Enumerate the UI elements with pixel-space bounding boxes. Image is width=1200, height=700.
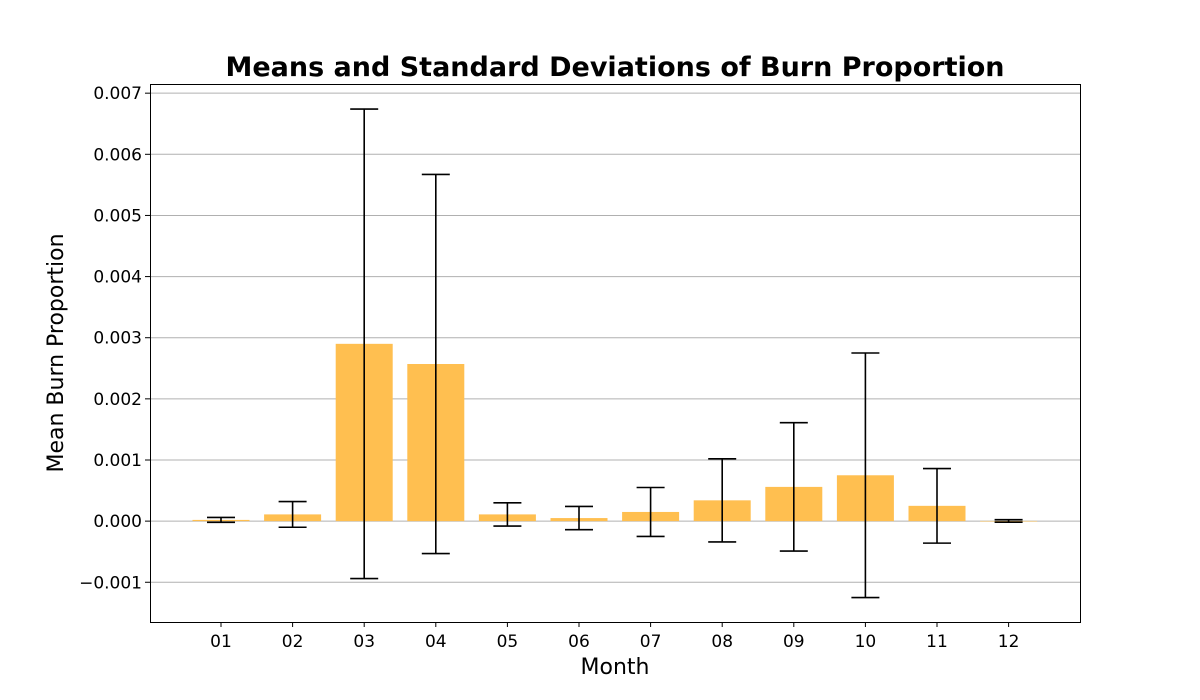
plot-frame <box>150 84 1081 623</box>
y-tick-label: −0.001 <box>79 573 142 593</box>
y-tick-label: 0.006 <box>93 145 142 165</box>
chart-title: Means and Standard Deviations of Burn Pr… <box>225 52 1004 83</box>
x-tick-label: 06 <box>568 632 590 652</box>
x-tick-label: 09 <box>783 632 805 652</box>
x-tick-label: 12 <box>998 632 1020 652</box>
x-tick-label: 05 <box>497 632 519 652</box>
y-tick-label: 0.004 <box>93 268 142 288</box>
x-tick-label: 02 <box>282 632 304 652</box>
y-tick-label: 0.002 <box>93 390 142 410</box>
y-tick-label: 0.000 <box>93 512 142 532</box>
x-tick-label: 11 <box>926 632 948 652</box>
y-tick-label: 0.007 <box>93 84 142 104</box>
x-tick-label: 04 <box>425 632 447 652</box>
bars <box>192 343 1038 522</box>
x-tick-label: 01 <box>210 632 232 652</box>
y-tick-label: 0.001 <box>93 451 142 471</box>
x-axis-label: Month <box>581 655 650 680</box>
error-bars <box>207 108 1023 599</box>
x-tick-label: 10 <box>855 632 877 652</box>
y-tick-label: 0.005 <box>93 206 142 226</box>
x-tick-label: 07 <box>640 632 662 652</box>
y-axis-ticks: −0.001 0.000 0.001 0.002 0.003 0.004 0.005 0.00… <box>79 84 150 593</box>
x-tick-label: 08 <box>711 632 733 652</box>
x-tick-label: 03 <box>353 632 375 652</box>
y-axis-label: Mean Burn Proportion <box>44 233 69 472</box>
x-axis-ticks: 01 02 03 04 05 06 07 08 09 10 11 12 <box>210 622 1019 652</box>
y-tick-label: 0.003 <box>93 329 142 349</box>
